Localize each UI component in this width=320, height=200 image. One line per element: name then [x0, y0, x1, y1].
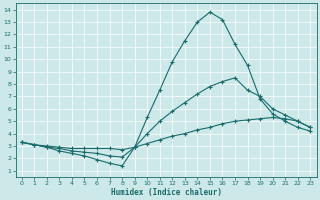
- X-axis label: Humidex (Indice chaleur): Humidex (Indice chaleur): [110, 188, 221, 197]
